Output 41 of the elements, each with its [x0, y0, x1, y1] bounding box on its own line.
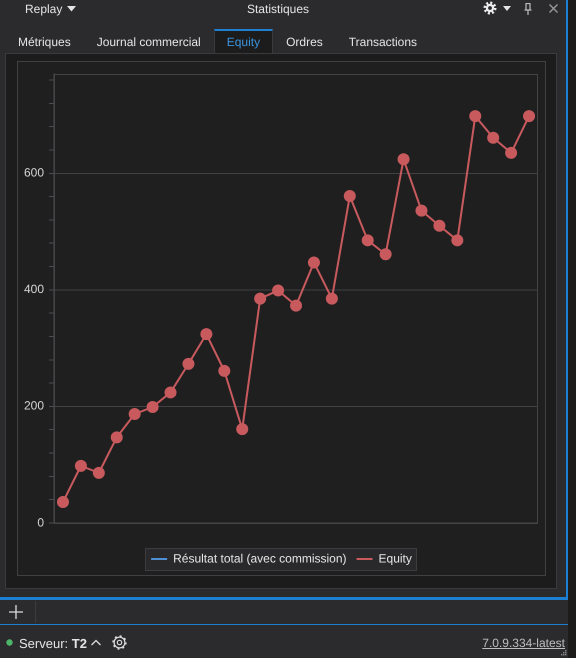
point	[344, 190, 356, 202]
point	[272, 284, 284, 296]
point	[218, 364, 230, 377]
text: Serveur: T2	[19, 636, 87, 651]
point	[398, 153, 410, 166]
point	[92, 466, 105, 479]
point	[433, 220, 446, 232]
point	[56, 496, 69, 508]
point	[487, 132, 500, 144]
text: Journal commercial	[96, 34, 202, 51]
text: 7.0.9.334-latest	[482, 636, 565, 651]
y-tick-label: 200	[24, 398, 44, 413]
point	[128, 408, 141, 420]
point	[146, 401, 159, 414]
point	[182, 358, 194, 370]
point	[505, 146, 518, 159]
point	[469, 110, 482, 122]
point	[236, 423, 248, 436]
point	[308, 256, 320, 268]
point	[326, 292, 338, 305]
y-tick-label: 600	[24, 166, 44, 180]
point	[380, 248, 392, 260]
legend-label: Résultat total (avec commission)	[173, 551, 347, 566]
point	[164, 386, 177, 398]
text: Transactions	[348, 34, 418, 51]
text: Replay	[25, 2, 62, 17]
point	[451, 234, 464, 246]
point	[200, 328, 212, 340]
point	[110, 431, 123, 444]
point	[362, 234, 374, 246]
point	[254, 292, 266, 305]
y-tick-label: 400	[24, 282, 44, 296]
point	[415, 204, 428, 217]
chart-title: Statistiques	[246, 2, 310, 16]
text: Métriques	[17, 34, 72, 51]
point	[523, 110, 536, 122]
point	[74, 460, 87, 472]
text: Ordres	[285, 34, 324, 51]
legend-label: Equity	[378, 551, 412, 566]
point	[290, 300, 302, 312]
y-tick-label: 0	[37, 515, 44, 530]
